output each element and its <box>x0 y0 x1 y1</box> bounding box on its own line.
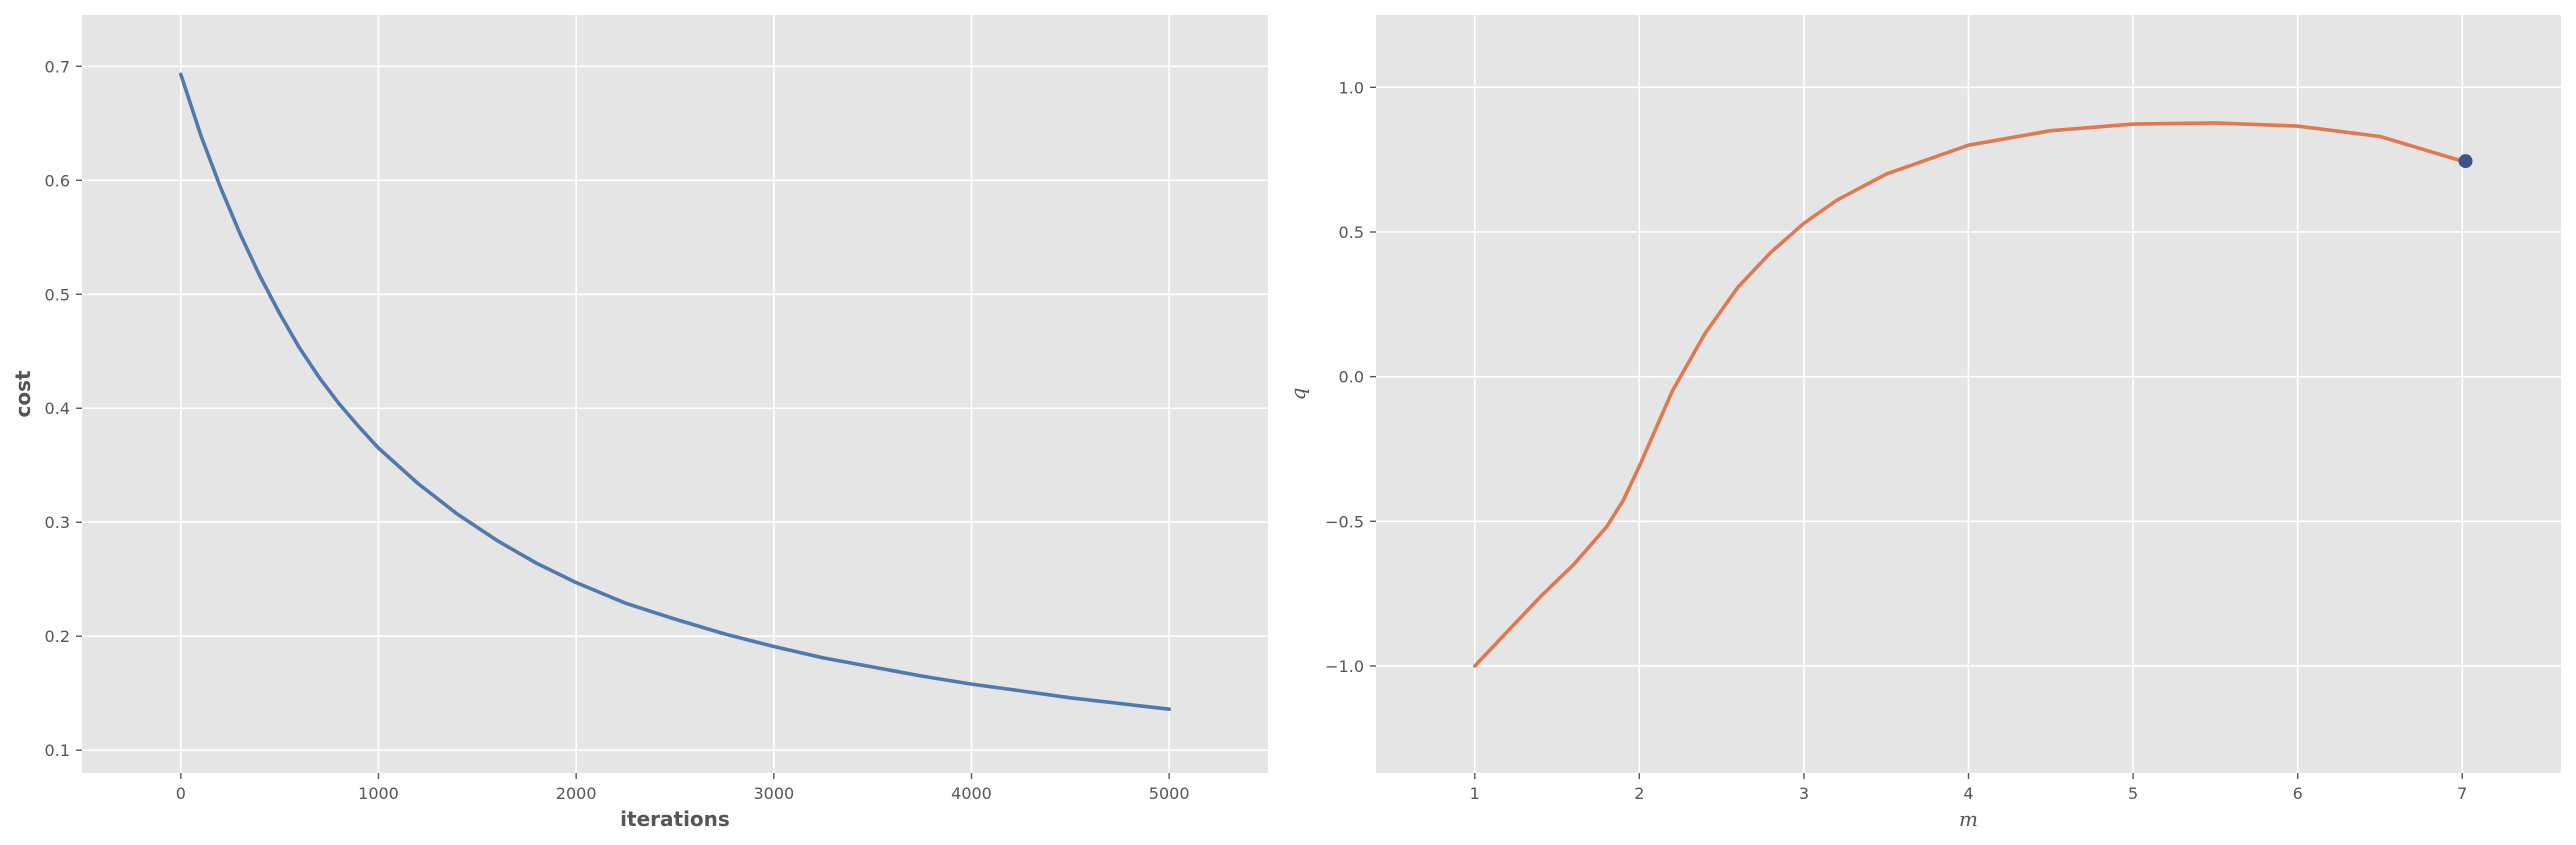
y-tick-label: 0.1 <box>45 741 70 760</box>
y-tick-label: 0.4 <box>45 399 70 418</box>
y-tick-label: −1.0 <box>1325 657 1364 676</box>
y-axis-label: q <box>1286 388 1310 401</box>
x-tick-label: 5000 <box>1149 784 1190 803</box>
x-tick-label: 0 <box>176 784 186 803</box>
x-axis-label: m <box>1959 807 1978 831</box>
x-tick-label: 1000 <box>358 784 399 803</box>
x-tick-label: 2 <box>1634 784 1644 803</box>
y-tick-label: 0.5 <box>45 285 70 304</box>
x-tick-label: 1 <box>1470 784 1480 803</box>
y-tick-label: 0.6 <box>45 171 70 190</box>
end-point-marker <box>2458 154 2473 169</box>
cost-chart: 0 1000 2000 3000 4000 5000 0.1 0.2 0.3 0.4 0.5 0.6 0… <box>11 15 1268 831</box>
x-tick-label: 2000 <box>556 784 597 803</box>
plot-area <box>82 15 1268 773</box>
series-line <box>179 72 1171 712</box>
y-tick-label: 0.5 <box>1339 223 1364 242</box>
x-tick-label: 7 <box>2457 784 2467 803</box>
series-line <box>1473 121 2465 668</box>
x-tick-label: 6 <box>2293 784 2303 803</box>
x-tick-label: 4000 <box>951 784 992 803</box>
y-tick-label: 0.2 <box>45 627 70 646</box>
y-tick-label: −0.5 <box>1325 512 1364 531</box>
y-axis-label: cost <box>11 370 35 418</box>
q-vs-m-chart: 1 2 3 4 5 6 7 −1.0 −0.5 0.0 0.5 1.0 m q <box>1286 15 2561 831</box>
x-tick-label: 3 <box>1799 784 1809 803</box>
x-tick-label: 3000 <box>753 784 794 803</box>
x-tick-label: 5 <box>2128 784 2138 803</box>
x-tick-label: 4 <box>1963 784 1973 803</box>
y-tick-label: 1.0 <box>1339 78 1364 97</box>
y-tick-label: 0.7 <box>45 57 70 76</box>
y-tick-label: 0.0 <box>1339 368 1364 387</box>
y-tick-label: 0.3 <box>45 513 70 532</box>
x-axis-label: iterations <box>620 807 730 831</box>
